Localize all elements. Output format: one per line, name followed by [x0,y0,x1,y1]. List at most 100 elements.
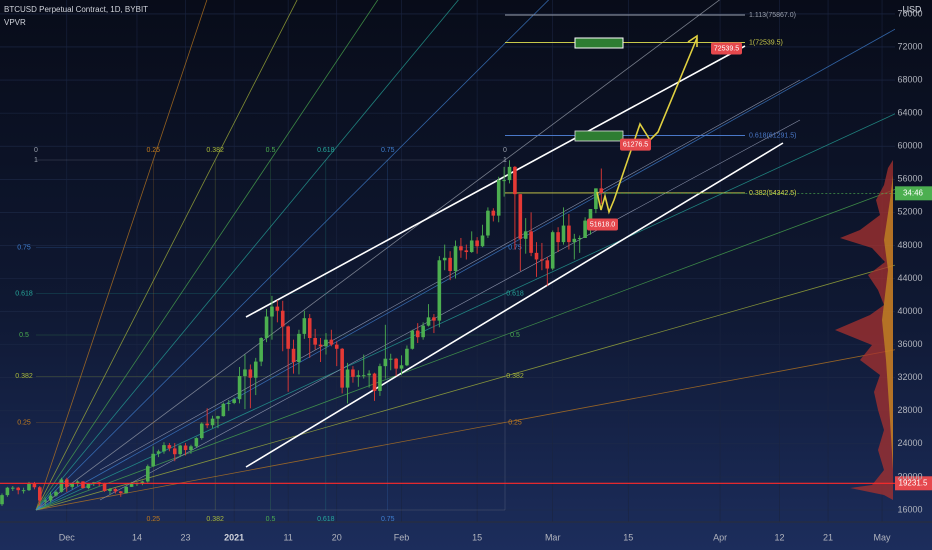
candle-body [10,487,15,489]
candle-body [550,232,555,269]
candle-body [507,166,512,181]
candle-body [437,260,442,321]
candle-body [464,250,469,253]
x-tick-label: 14 [132,532,142,542]
candle-body [248,369,253,378]
candle-body [491,210,496,216]
candle-body [167,445,172,449]
candle-body [502,180,506,182]
candle-body [480,235,485,247]
fib-label: 0.618(61291.5) [749,132,796,139]
candle-body [432,317,436,321]
level-tag [895,476,932,491]
candle-body [388,358,393,360]
price-tag [587,218,618,231]
y-tick-label: 40000 [897,306,922,316]
volume-profile [835,160,893,500]
chart-title: BTCUSD Perpetual Contract, 1D, BYBIT [4,5,148,14]
candle-body [156,451,161,454]
target-box [574,130,624,142]
x-tick-label: 21 [823,532,833,542]
axes: 16000 20000 24000 28000 32000 36000 40000 44000… [0,8,932,542]
fan-label: 0.618 [506,291,524,298]
candle-body [189,446,193,451]
price-tags: 72539.5 61276.5 51618.0 19231.5 34:46 [0,42,932,491]
candle-body [162,445,166,452]
candle-body [205,423,209,426]
candle-body [275,306,280,311]
candle-body [27,483,31,491]
indicator-label: VPVR [4,18,26,27]
fan-line [35,264,895,511]
y-tick-label: 72000 [897,41,922,51]
candle-body [367,373,371,376]
y-tick-label: 52000 [897,207,922,217]
candle-body [59,479,64,492]
candle-body [280,310,285,327]
candle-body [394,358,398,369]
candle-body [334,344,339,349]
channel-mid [99,119,801,501]
candle-body [264,316,269,339]
fib-label: 1.113(75867.0) [749,12,796,19]
fan-label: 0 [503,147,507,154]
candle-body [405,348,409,366]
projection-arrow [687,34,698,47]
candle-body [378,366,382,391]
candle-body [453,246,458,272]
fib-label: 1(72539.5) [749,39,783,46]
candle-body [324,339,328,347]
candle-body [372,373,377,391]
candle-body [183,445,188,451]
candle-body [172,448,177,455]
candle-body [469,240,474,253]
candle-body [21,490,26,492]
candle-body [43,500,47,502]
candle-body [232,399,236,403]
fan-label: 0.382 [206,147,224,154]
candle-body [361,375,366,377]
candle-body [318,344,323,347]
y-tick-label: 36000 [897,339,922,349]
candle-body [70,483,74,487]
x-tick-label: 12 [774,532,784,542]
fan-label: 0.75 [17,244,31,251]
x-tick-label: 23 [181,532,191,542]
candle-body [178,445,182,455]
countdown-label: 34:46 [903,188,924,197]
channel-upper [245,45,746,318]
candle-body [113,488,118,492]
x-tick-label: Mar [545,532,561,542]
candle-body [351,369,355,377]
last-price-tag [895,186,932,201]
candle-body [253,361,258,378]
candle-body [48,495,53,501]
candle-body [329,339,334,345]
candle-body [518,194,523,239]
y-tick-label: 32000 [897,372,922,382]
fan-label: 1 [34,157,38,164]
candle-body [545,260,550,269]
candle-body [5,487,10,496]
fan-line [35,0,208,511]
candle-body [426,317,431,326]
candle-body [108,488,112,491]
candle-body [534,252,539,260]
price-tag [620,138,651,151]
candle-body [486,210,490,236]
y-tick-label: 48000 [897,240,922,250]
candle-body [345,369,350,388]
candle-body [594,188,598,210]
x-tick-label: 15 [623,532,633,542]
candle-body [0,495,4,505]
y-tick-label: 60000 [897,141,922,151]
level-tag-label: 19231.5 [899,478,928,487]
candle-body [442,257,447,261]
candle-body [599,188,604,194]
y-tick-label: 16000 [897,504,922,514]
fib-label: 0.382(54342.5) [749,190,796,197]
x-tick-label: 11 [283,532,292,542]
candle-body [459,246,463,251]
